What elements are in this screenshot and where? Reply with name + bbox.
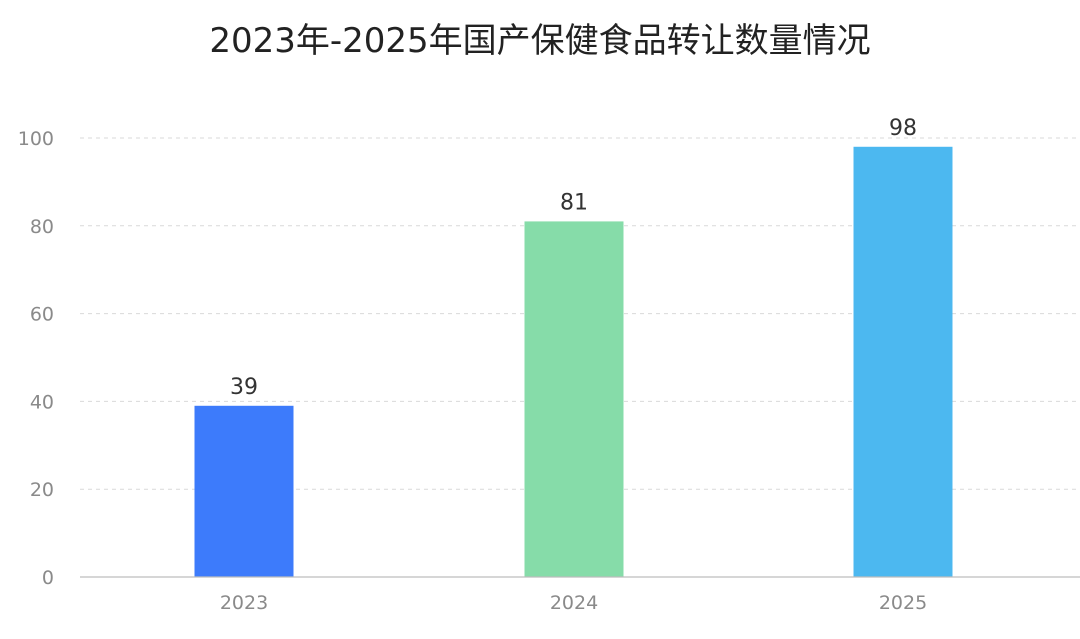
bar-2024 [524,221,624,577]
data-label-2023: 39 [230,375,258,400]
x-tick-label: 2023 [220,592,268,614]
x-tick-label: 2024 [550,592,598,614]
y-tick-label: 0 [42,567,54,589]
bar-2023 [194,405,294,577]
data-label-2025: 98 [889,116,917,141]
x-axis-ticks: 2023 2024 2025 [220,592,927,614]
x-tick-label: 2025 [879,592,927,614]
y-tick-label: 40 [30,391,54,413]
y-tick-label: 80 [30,216,54,238]
y-tick-label: 60 [30,304,54,326]
y-tick-label: 100 [18,128,54,150]
data-label-2024: 81 [560,190,588,215]
y-axis-ticks: 0 20 40 60 80 100 [18,128,54,589]
y-tick-label: 20 [30,479,54,501]
chart-title: 2023年-2025年国产保健食品转让数量情况 [209,21,870,61]
data-labels: 39 81 98 [230,116,917,400]
bars [194,146,953,577]
bar-2025 [853,146,953,577]
